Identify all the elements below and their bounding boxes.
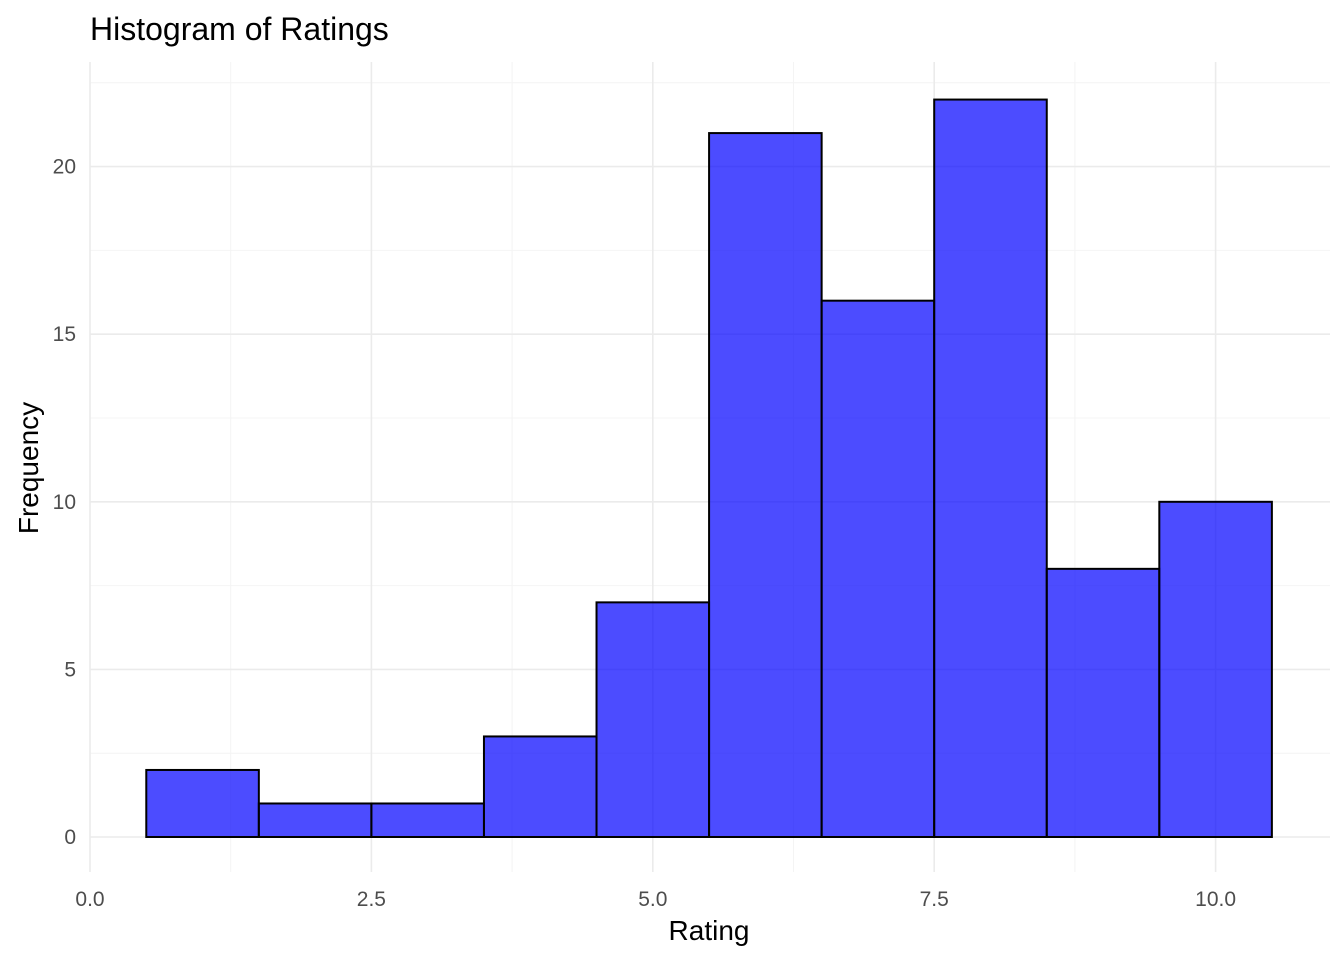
y-tick-label: 15 [53,323,76,346]
histogram-bar [933,98,1048,838]
histogram-bar [145,768,260,839]
x-tick-label: 7.5 [920,888,949,911]
histogram-bar [370,802,485,838]
histogram-bar [1158,500,1273,838]
x-tick-label: 0.0 [75,888,104,911]
x-tick-label: 5.0 [638,888,667,911]
y-tick-label: 10 [53,491,76,514]
histogram-bar [1045,567,1161,839]
y-axis-title: Frequency [13,402,44,534]
histogram-bar [820,299,936,838]
y-axis-ticks: 0 5 10 15 20 [53,156,76,849]
y-tick-label: 20 [53,156,76,179]
x-tick-label: 2.5 [357,888,386,911]
histogram-bar [595,601,711,838]
y-tick-label: 5 [64,658,76,681]
x-axis-ticks: 0.0 2.5 5.0 7.5 10.0 [75,888,1236,911]
histogram-bar [708,132,823,838]
histogram-bar [482,735,598,838]
chart-title: Histogram of Ratings [90,11,389,47]
histogram-bar [257,802,373,838]
histogram-bars [145,98,1273,839]
y-tick-label: 0 [64,826,76,849]
x-tick-label: 10.0 [1195,888,1236,911]
x-axis-title: Rating [669,915,750,946]
